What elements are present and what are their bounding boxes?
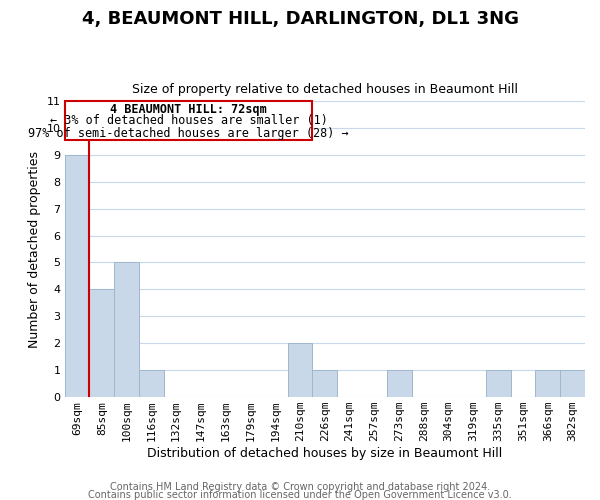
Bar	[287, 343, 313, 397]
Bar	[65, 155, 89, 397]
Y-axis label: Number of detached properties: Number of detached properties	[28, 150, 41, 348]
Bar	[313, 370, 337, 397]
Text: 4, BEAUMONT HILL, DARLINGTON, DL1 3NG: 4, BEAUMONT HILL, DARLINGTON, DL1 3NG	[82, 10, 518, 28]
FancyBboxPatch shape	[65, 102, 313, 140]
Text: Contains HM Land Registry data © Crown copyright and database right 2024.: Contains HM Land Registry data © Crown c…	[110, 482, 490, 492]
Text: 97% of semi-detached houses are larger (28) →: 97% of semi-detached houses are larger (…	[28, 127, 349, 140]
Bar	[89, 290, 114, 397]
Text: ← 3% of detached houses are smaller (1): ← 3% of detached houses are smaller (1)	[50, 114, 328, 128]
Bar	[486, 370, 511, 397]
Bar	[114, 262, 139, 397]
Bar	[560, 370, 585, 397]
X-axis label: Distribution of detached houses by size in Beaumont Hill: Distribution of detached houses by size …	[147, 447, 502, 460]
Bar	[535, 370, 560, 397]
Text: Contains public sector information licensed under the Open Government Licence v3: Contains public sector information licen…	[88, 490, 512, 500]
Text: 4 BEAUMONT HILL: 72sqm: 4 BEAUMONT HILL: 72sqm	[110, 102, 267, 116]
Bar	[387, 370, 412, 397]
Title: Size of property relative to detached houses in Beaumont Hill: Size of property relative to detached ho…	[132, 83, 518, 96]
Bar	[139, 370, 164, 397]
